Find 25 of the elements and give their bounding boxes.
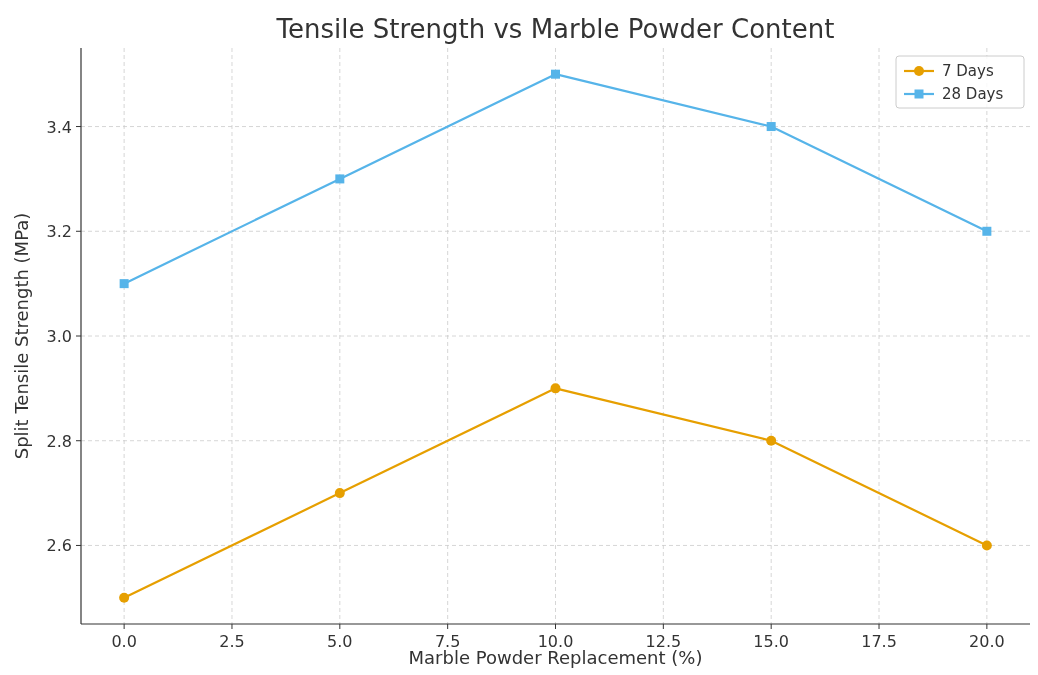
y-tick-label: 3.2	[46, 222, 72, 242]
x-tick-label: 20.0	[969, 632, 1005, 651]
point	[551, 69, 560, 79]
y-tick-label: 2.8	[46, 431, 72, 451]
point	[981, 540, 992, 551]
x-tick-label: 2.5	[219, 632, 245, 651]
point	[550, 383, 561, 394]
y-tick-label: 3.0	[46, 327, 72, 346]
y-axis-title: Split Tensile Strength (MPa)	[11, 212, 32, 460]
x-tick-label: 5.0	[327, 632, 353, 651]
x-tick-label: 0.0	[111, 632, 137, 651]
legend-label: 7 Days	[942, 62, 994, 80]
y-tick-label: 2.6	[46, 536, 72, 556]
point	[766, 122, 776, 132]
x-tick-label: 17.5	[861, 632, 897, 651]
point	[335, 174, 345, 184]
point	[119, 592, 130, 603]
x-tick-label: 15.0	[753, 632, 789, 651]
point	[334, 488, 345, 499]
legend-label: 28 Days	[942, 85, 1004, 103]
point	[982, 226, 992, 236]
chart-title: Tensile Strength vs Marble Powder Content	[275, 14, 835, 44]
y-tick-label: 3.4	[46, 117, 72, 137]
point	[119, 279, 129, 289]
point	[766, 435, 777, 446]
